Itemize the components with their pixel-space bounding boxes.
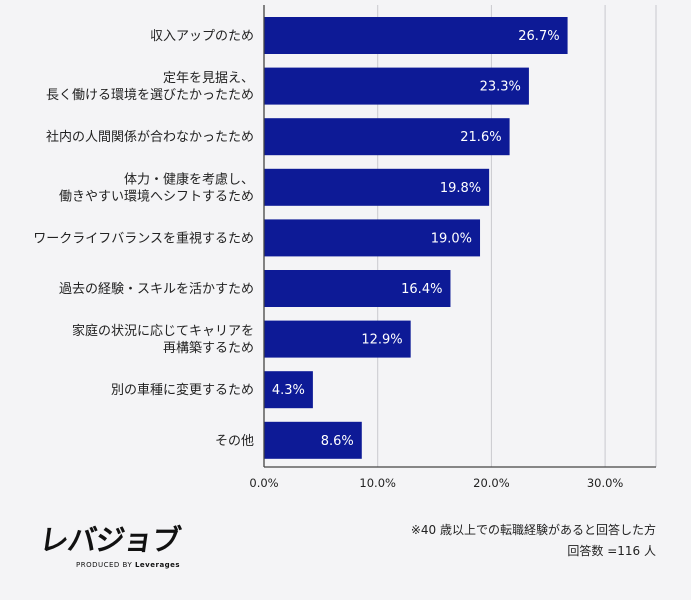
- bar: [264, 371, 313, 409]
- bar-value-label: 21.6%: [460, 130, 501, 145]
- bar: [264, 270, 451, 307]
- x-tick-label: 20.0%: [473, 476, 510, 490]
- x-tick-label: 30.0%: [587, 476, 624, 490]
- bar: [264, 219, 481, 257]
- bar: [264, 421, 362, 459]
- bar: [264, 17, 568, 54]
- bar: [264, 67, 529, 105]
- leverages-logo: レバジョブ PRODUCED BY Leverages: [37, 517, 183, 569]
- bar: [264, 168, 490, 206]
- bar-value-label: 26.7%: [518, 29, 559, 44]
- category-label: 再構築するため: [163, 341, 254, 356]
- bar: [264, 118, 510, 156]
- bar-value-label: 4.3%: [272, 383, 305, 398]
- footnote-condition: ※40 歳以上での転職経験があると回答した方: [410, 523, 656, 537]
- category-label: 収入アップのため: [150, 29, 254, 44]
- category-label: 体力・健康を考慮し、: [124, 171, 254, 187]
- footnote: ※40 歳以上での転職経験があると回答した方 回答数 =116 人: [411, 520, 656, 562]
- category-label: 過去の経験・スキルを活かすため: [59, 282, 254, 297]
- bar-value-label: 16.4%: [401, 282, 442, 297]
- category-label: 働きやすい環境へシフトするため: [59, 189, 254, 204]
- x-tick-label: 0.0%: [249, 476, 278, 490]
- logo-tagline-brand: Leverages: [134, 561, 181, 569]
- bar-value-label: 19.8%: [440, 181, 481, 196]
- bar-value-label: 12.9%: [361, 333, 402, 348]
- category-label: 別の車種に変更するため: [111, 382, 254, 398]
- bar-value-label: 23.3%: [480, 80, 521, 95]
- x-tick-label: 10.0%: [359, 476, 396, 490]
- bar-chart: 26.7% 収入アップのため 23.3% 定年を見据え、長く働ける環境を選びたかったた…: [33, 5, 657, 490]
- category-label: その他: [215, 434, 254, 449]
- bar-value-label: 19.0%: [431, 231, 472, 246]
- category-label: 定年を見据え、: [163, 71, 254, 86]
- logo-tagline: PRODUCED BY Leverages: [76, 561, 180, 569]
- category-label: 社内の人間関係が合わなかったため: [46, 129, 254, 145]
- bar: [264, 320, 411, 358]
- category-label: 長く働ける環境を選びたかったため: [46, 88, 254, 103]
- logo-tagline-prefix: PRODUCED BY: [76, 561, 133, 569]
- footnote-respondents: 回答数 =116 人: [567, 544, 656, 558]
- category-label: ワークライフバランスを重視するため: [33, 230, 254, 246]
- category-label: 家庭の状況に応じてキャリアを: [72, 323, 254, 339]
- bar-value-label: 8.6%: [321, 434, 354, 449]
- logo-wordmark: レバジョブ: [37, 523, 183, 557]
